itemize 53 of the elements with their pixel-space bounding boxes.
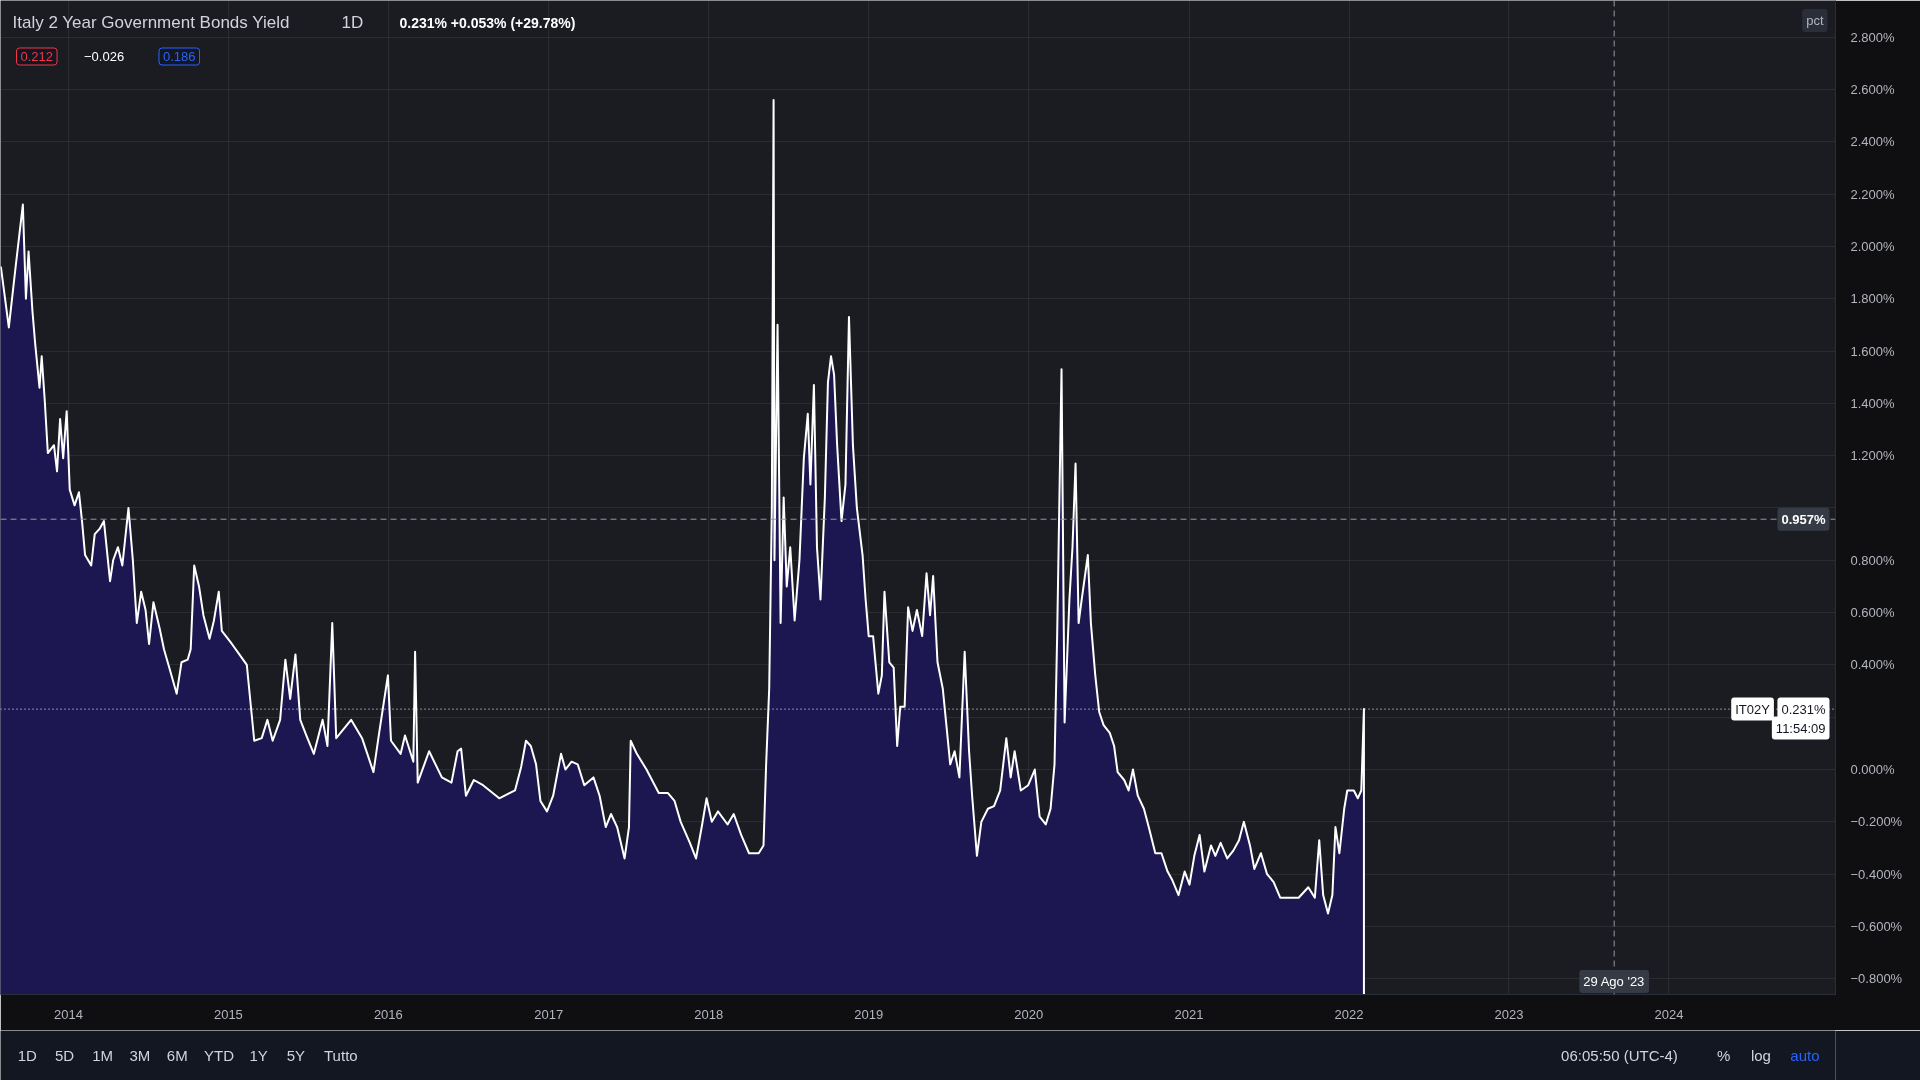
annotation: IT02Y <box>1735 701 1771 717</box>
y-tick-label: 2.200% <box>1850 186 1896 202</box>
y-tick-label: 0.800% <box>1850 552 1896 568</box>
x-tick-label: 2017 <box>534 1006 564 1022</box>
annotation: 0.186 <box>163 49 196 64</box>
x-tick-label: 2019 <box>854 1006 884 1022</box>
ref-line-label: 29 Ago '23 <box>1583 974 1645 989</box>
text: 1M <box>92 1047 114 1064</box>
annotation: pct <box>1806 13 1824 28</box>
y-tick-label: −0.400% <box>1850 866 1903 882</box>
x-tick-label: 2015 <box>213 1006 243 1022</box>
x-tick-label: 2024 <box>1654 1006 1684 1022</box>
y-tick-label: 0.000% <box>1850 762 1896 778</box>
text: 5Y <box>286 1047 306 1064</box>
y-tick-label: 0.600% <box>1850 605 1896 621</box>
text: Italy 2 Year Government Bonds Yield <box>12 13 290 32</box>
y-tick-label: 1.200% <box>1850 448 1896 464</box>
text: 06:05:50 (UTC-4) <box>1561 1047 1678 1064</box>
text: Tutto <box>324 1047 358 1064</box>
x-tick-label: 2016 <box>373 1006 403 1022</box>
y-tick-label: 1.800% <box>1850 291 1896 307</box>
x-tick-label: 2014 <box>53 1006 83 1022</box>
text: 1D <box>17 1047 38 1064</box>
text: auto <box>1790 1047 1820 1064</box>
x-tick-label: 2018 <box>694 1006 724 1022</box>
y-tick-label: 2.000% <box>1850 238 1896 254</box>
y-tick-label: 2.600% <box>1850 81 1896 97</box>
annotation: 0.231% +0.053% (+29.78%) <box>399 14 576 31</box>
text: 3M <box>129 1047 151 1064</box>
x-tick-label: 2022 <box>1334 1006 1364 1022</box>
y-tick-label: 1.400% <box>1850 395 1896 411</box>
x-tick-label: 2021 <box>1174 1006 1204 1022</box>
y-tick-label: 0.400% <box>1850 657 1896 673</box>
x-tick-label: 2023 <box>1494 1006 1524 1022</box>
y-tick-label: −0.800% <box>1850 971 1903 987</box>
y-tick-label: 2.800% <box>1850 29 1896 45</box>
text: 1Y <box>249 1047 268 1064</box>
annotation: 0.212 <box>20 49 54 64</box>
text: YTD <box>204 1047 235 1064</box>
ref-line-label: 0.231% <box>1781 701 1826 717</box>
text: log <box>1750 1047 1771 1064</box>
y-tick-label: 1.600% <box>1850 343 1896 359</box>
x-tick-label: 2020 <box>1014 1006 1044 1022</box>
y-tick-label: 2.400% <box>1850 134 1896 150</box>
y-tick-label: −0.200% <box>1850 814 1903 830</box>
text: % <box>1717 1047 1731 1064</box>
text: 1D <box>341 13 364 32</box>
y-tick-label: −0.600% <box>1850 918 1903 934</box>
text: 6M <box>166 1047 188 1064</box>
ref-line-label: 0.957% <box>1781 511 1826 527</box>
annotation: −0.026 <box>84 49 125 64</box>
annotation: 11:54:09 <box>1775 720 1826 736</box>
text: 5D <box>54 1047 75 1064</box>
